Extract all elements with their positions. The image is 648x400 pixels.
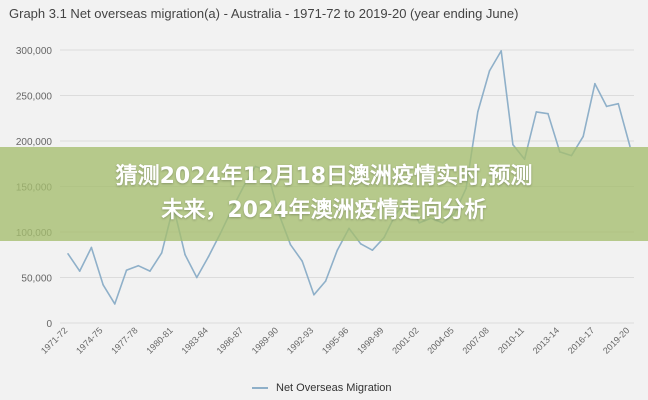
data-point: [114, 303, 116, 305]
data-point: [207, 255, 210, 258]
data-point: [67, 253, 69, 255]
data-point: [90, 246, 93, 249]
y-tick-label: 250,000: [16, 92, 53, 103]
x-tick-label: 1971-72: [39, 325, 69, 355]
x-tick-label: 2004-05: [425, 325, 455, 355]
data-point: [488, 70, 491, 72]
data-point: [324, 280, 327, 282]
x-tick-label: 1998-99: [355, 325, 385, 355]
chart-title: Graph 3.1 Net overseas migration(a) - Au…: [9, 6, 519, 21]
x-tick-label: 1992-93: [285, 325, 315, 355]
x-tick-label: 1989-90: [250, 325, 280, 355]
x-tick-label: 2010-11: [496, 325, 526, 355]
data-point: [195, 276, 198, 279]
banner-line-1: 猜测2024年12月18日澳洲疫情实时,预测: [115, 164, 533, 189]
data-point: [476, 111, 479, 113]
x-tick-label: 1980-81: [144, 325, 174, 355]
y-tick-label: 0: [46, 319, 52, 330]
data-point: [500, 50, 503, 52]
overlay-banner: [0, 147, 648, 241]
data-point: [78, 270, 81, 272]
x-tick-label: 2013-14: [531, 325, 561, 355]
legend-swatch: [252, 387, 268, 389]
data-point: [629, 145, 631, 148]
x-tick-label: 1974-75: [74, 325, 104, 355]
data-point: [371, 249, 374, 251]
data-point: [184, 253, 186, 256]
data-point: [359, 243, 362, 245]
data-point: [149, 270, 151, 272]
x-tick-label: 2001-02: [390, 325, 420, 355]
x-tick-label: 1977-78: [109, 325, 139, 355]
data-point: [535, 111, 538, 113]
data-point: [301, 260, 303, 262]
y-tick-label: 50,000: [21, 274, 52, 285]
x-tick-label: 1983-84: [179, 325, 209, 355]
x-tick-label: 2019-20: [601, 325, 631, 355]
data-point: [102, 283, 104, 286]
data-point: [594, 82, 596, 85]
data-point: [512, 143, 514, 146]
data-point: [160, 252, 163, 254]
chart-legend: Net Overseas Migration: [252, 382, 392, 394]
data-point: [582, 135, 584, 138]
x-tick-label: 1995-96: [320, 325, 350, 355]
data-point: [547, 112, 549, 115]
data-point: [617, 102, 620, 105]
data-point: [313, 293, 315, 296]
x-tick-label: 2007-08: [460, 325, 490, 355]
data-point: [137, 264, 140, 267]
banner-line-2: 未来，2024年澳洲疫情走向分析: [161, 198, 487, 223]
data-point: [125, 269, 128, 272]
data-point: [289, 243, 292, 246]
x-tick-label: 1986-87: [215, 325, 245, 355]
data-point: [605, 105, 608, 108]
x-tick-label: 2016-17: [566, 325, 596, 355]
legend-label: Net Overseas Migration: [276, 382, 392, 394]
banner-text: 猜测2024年12月18日澳洲疫情实时,预测 未来，2024年澳洲疫情走向分析: [0, 160, 648, 228]
data-point: [336, 249, 339, 251]
y-tick-label: 300,000: [16, 46, 53, 57]
y-tick-label: 200,000: [16, 137, 53, 148]
